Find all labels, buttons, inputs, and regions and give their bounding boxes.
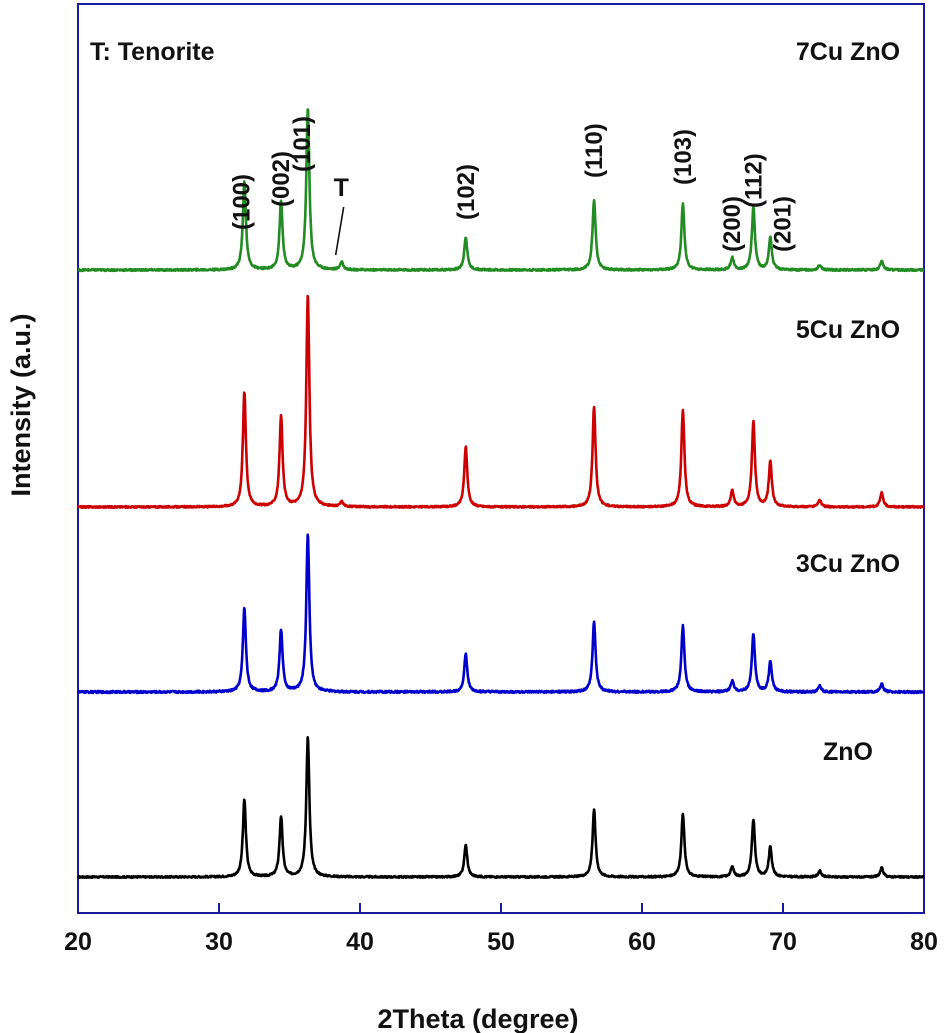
series-line-3cu-zno xyxy=(76,533,926,695)
x-tick-label: 40 xyxy=(346,928,374,956)
x-tick-label: 60 xyxy=(628,928,656,956)
x-tick-label: 70 xyxy=(769,928,797,956)
series-group xyxy=(76,108,926,880)
plot-frame xyxy=(77,3,925,914)
peak-annotation: (100) xyxy=(228,174,255,230)
x-axis-label: 2Theta (degree) xyxy=(377,1004,578,1033)
series-line-7cu-zno xyxy=(77,108,925,273)
peak-annotation: (112) xyxy=(740,153,767,208)
tenorite-marker: T xyxy=(334,174,349,202)
x-tick-label: 30 xyxy=(205,928,233,956)
series-label-zno: ZnO xyxy=(823,738,873,766)
series-label-7cu-zno: 7Cu ZnO xyxy=(796,38,900,66)
series-label-5cu-zno: 5Cu ZnO xyxy=(796,316,900,344)
series-labels: ZnO 3Cu ZnO 5Cu ZnO 7Cu ZnO xyxy=(796,38,900,766)
series-label-3cu-zno: 3Cu ZnO xyxy=(796,550,900,578)
series-line-zno xyxy=(77,736,926,880)
peak-annotation: (102) xyxy=(453,164,480,220)
x-tick-label: 50 xyxy=(487,928,515,956)
x-ticks: 20 30 40 50 60 70 80 xyxy=(64,903,938,956)
peak-annotation: (200) xyxy=(719,196,746,252)
peak-annotation: (002) xyxy=(268,151,295,207)
peak-annotation: (101) xyxy=(289,116,316,172)
tenorite-pointer-line xyxy=(334,206,345,256)
peak-annotations: (100) (002)(101) T (102) (110) (103) (200)(112… xyxy=(228,116,796,256)
peak-annotation: (103) xyxy=(670,129,697,185)
tenorite-note: T: Tenorite xyxy=(90,38,215,66)
y-axis-label: Intensity (a.u.) xyxy=(6,313,36,496)
series-line-5cu-zno xyxy=(76,294,925,509)
peak-annotation: (201) xyxy=(769,196,796,252)
x-tick-label: 80 xyxy=(910,928,938,956)
peak-annotation: (110) xyxy=(581,123,608,178)
x-tick-label: 20 xyxy=(64,928,92,956)
